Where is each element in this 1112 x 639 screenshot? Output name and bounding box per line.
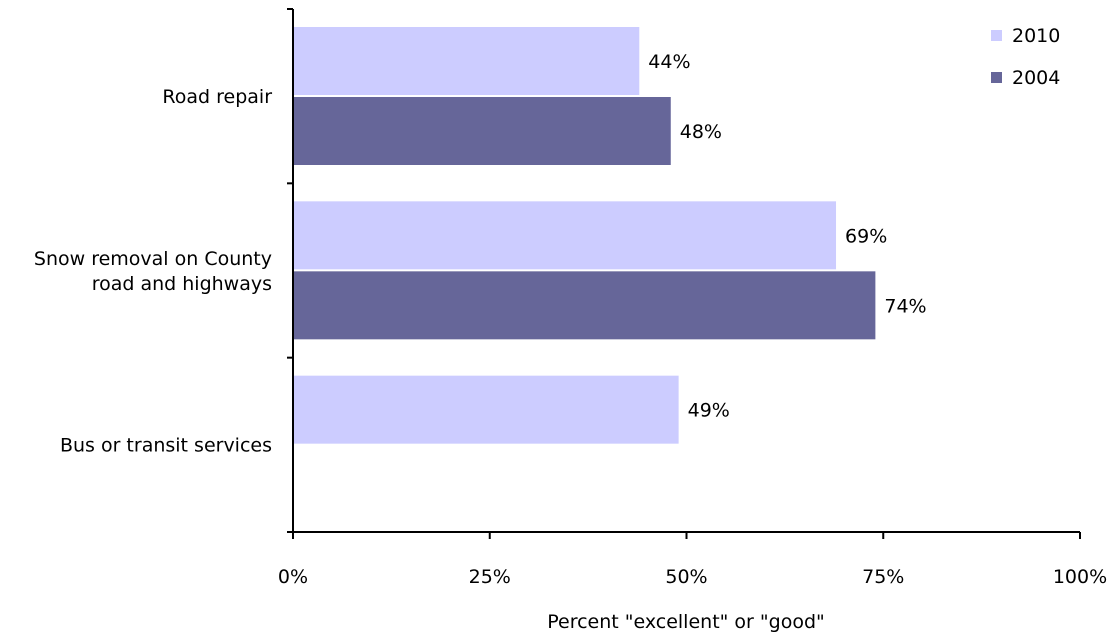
value-label-2010-1: 69% xyxy=(845,225,887,247)
bar-2010-2 xyxy=(294,375,679,444)
value-label-2004-1: 74% xyxy=(884,295,926,317)
x-tick-label-4: 100% xyxy=(1053,566,1107,588)
category-labels-group: Road repair Snow removal on County road an… xyxy=(34,86,272,457)
x-tick-label-1: 25% xyxy=(469,566,511,588)
bar-2010-1 xyxy=(294,201,837,270)
legend-label-2010: 2010 xyxy=(1012,25,1060,47)
x-axis-title: Percent "excellent" or "good" xyxy=(547,611,825,633)
category-label-0-line-0: Road repair xyxy=(162,86,272,108)
x-tick-label-2: 50% xyxy=(665,566,707,588)
category-label-2-line-0: Bus or transit services xyxy=(60,435,272,457)
value-label-2004-0: 48% xyxy=(680,121,722,143)
bar-2004-0 xyxy=(294,97,671,165)
value-label-2010-2: 49% xyxy=(688,400,730,422)
category-label-1-line-0: Snow removal on County xyxy=(34,248,272,270)
bar-2004-1 xyxy=(294,271,876,340)
ticks-group: 0% 25% 50% 75% 100% xyxy=(278,8,1107,588)
x-tick-label-3: 75% xyxy=(862,566,904,588)
legend: 2010 2004 xyxy=(991,25,1060,89)
legend-label-2004: 2004 xyxy=(1012,67,1060,89)
category-label-1-line-1: road and highways xyxy=(92,273,272,295)
legend-swatch-2004 xyxy=(991,72,1002,83)
bar-2010-0 xyxy=(294,27,640,95)
x-tick-label-0: 0% xyxy=(278,566,308,588)
bars-group xyxy=(294,27,876,444)
legend-swatch-2010 xyxy=(991,30,1002,41)
value-labels-group: 44% 48% 69% 74% 49% xyxy=(648,51,926,422)
value-label-2010-0: 44% xyxy=(648,51,690,73)
